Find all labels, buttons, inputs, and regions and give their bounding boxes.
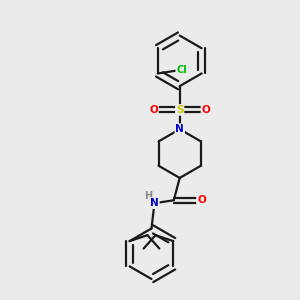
Text: N: N (150, 198, 159, 208)
Text: Cl: Cl (176, 65, 187, 76)
Text: S: S (176, 105, 184, 115)
Text: H: H (145, 191, 153, 201)
Text: O: O (202, 105, 210, 115)
Text: O: O (197, 195, 206, 205)
Text: N: N (175, 124, 184, 134)
Text: O: O (149, 105, 158, 115)
